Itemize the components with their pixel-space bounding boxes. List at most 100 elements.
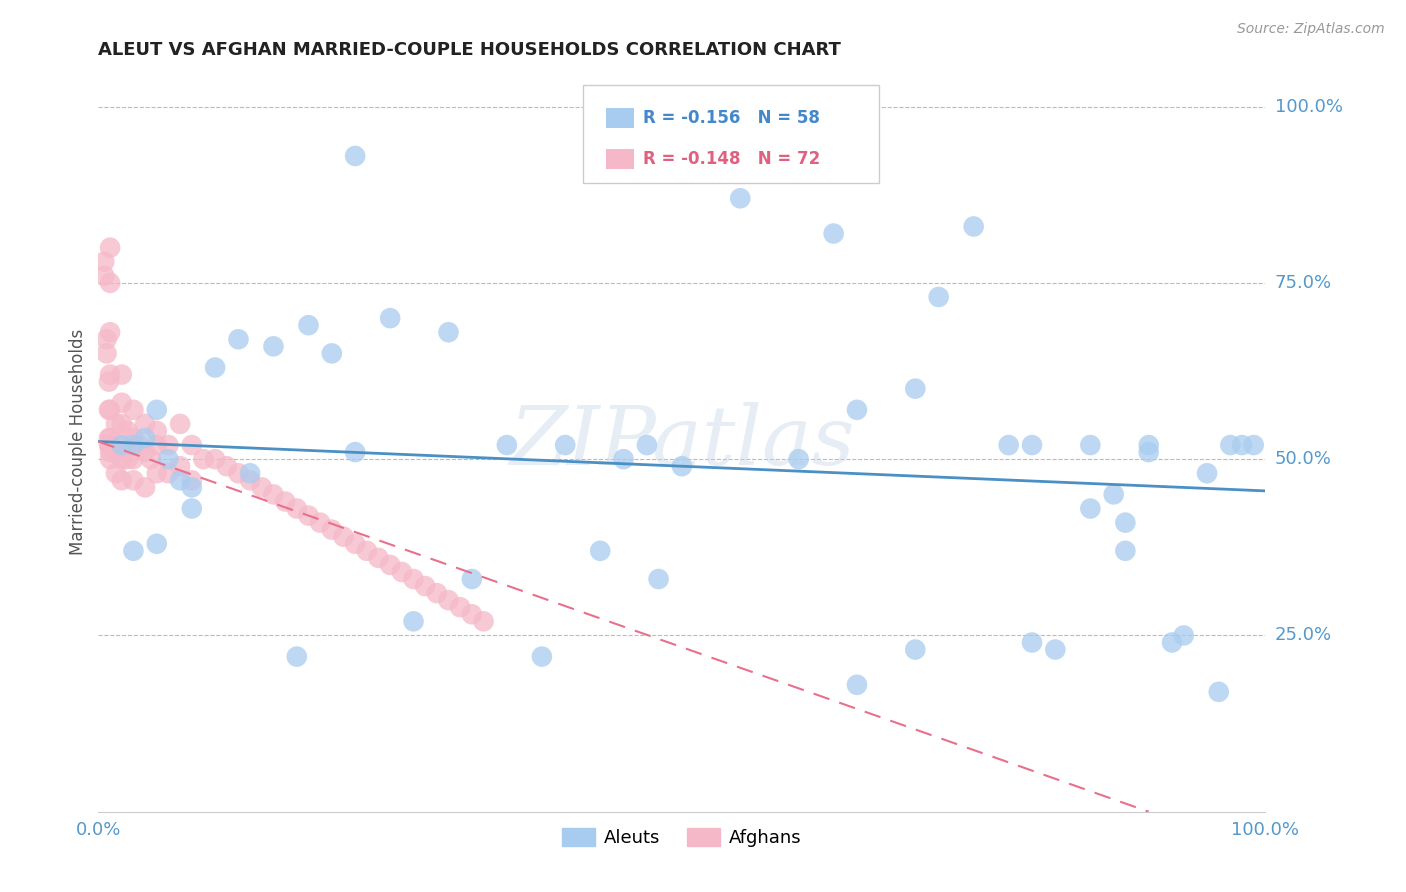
Point <box>134 417 156 431</box>
Point <box>1021 635 1043 649</box>
Point <box>589 544 612 558</box>
Point <box>98 438 121 452</box>
Point <box>169 459 191 474</box>
Point <box>93 268 115 283</box>
Point <box>134 445 156 459</box>
Point <box>461 572 484 586</box>
Point <box>180 501 202 516</box>
Point <box>1161 635 1184 649</box>
Point <box>122 544 145 558</box>
Point <box>193 452 215 467</box>
Y-axis label: Married-couple Households: Married-couple Households <box>69 328 87 555</box>
Point <box>1114 516 1136 530</box>
Point <box>122 431 145 445</box>
Point <box>157 452 180 467</box>
Point <box>146 424 169 438</box>
Point <box>472 615 495 629</box>
Point <box>380 311 402 326</box>
Point <box>250 480 273 494</box>
Point <box>122 452 145 467</box>
Point <box>613 452 636 467</box>
Point <box>309 516 332 530</box>
Point <box>1230 438 1253 452</box>
Point <box>180 438 202 452</box>
Point <box>204 452 226 467</box>
Point <box>904 382 927 396</box>
Point <box>262 339 284 353</box>
Point <box>134 480 156 494</box>
Point <box>1080 501 1102 516</box>
Point <box>239 473 262 487</box>
Point <box>134 431 156 445</box>
Point <box>98 325 121 339</box>
Point <box>98 445 121 459</box>
Point <box>962 219 984 234</box>
Point <box>111 417 134 431</box>
Point <box>98 431 121 445</box>
Point <box>98 241 121 255</box>
Point <box>111 452 134 467</box>
Point <box>117 452 139 467</box>
Point <box>437 593 460 607</box>
Point <box>530 649 553 664</box>
Point <box>846 678 869 692</box>
Point <box>1021 438 1043 452</box>
Point <box>111 368 134 382</box>
Point <box>97 402 120 417</box>
Point <box>97 375 120 389</box>
Text: 25.0%: 25.0% <box>1275 626 1331 644</box>
Text: ALEUT VS AFGHAN MARRIED-COUPLE HOUSEHOLDS CORRELATION CHART: ALEUT VS AFGHAN MARRIED-COUPLE HOUSEHOLD… <box>98 41 841 59</box>
Point <box>274 494 297 508</box>
Point <box>128 438 150 452</box>
Point <box>97 438 120 452</box>
Point <box>297 508 319 523</box>
Point <box>671 459 693 474</box>
Point <box>215 459 238 474</box>
Point <box>928 290 950 304</box>
Point <box>111 473 134 487</box>
Point <box>262 487 284 501</box>
Point <box>180 473 202 487</box>
Text: ZIPatlas: ZIPatlas <box>509 401 855 482</box>
Point <box>228 467 250 481</box>
Point <box>98 452 121 467</box>
Point <box>367 550 389 565</box>
Point <box>636 438 658 452</box>
Point <box>1137 445 1160 459</box>
Point <box>1195 467 1218 481</box>
Point <box>380 558 402 572</box>
Point <box>344 537 367 551</box>
Point <box>437 325 460 339</box>
Point <box>146 537 169 551</box>
Point <box>139 452 162 467</box>
Point <box>904 642 927 657</box>
Point <box>391 565 413 579</box>
Point <box>93 254 115 268</box>
Point <box>111 438 134 452</box>
Point <box>997 438 1019 452</box>
Point <box>321 523 343 537</box>
Point <box>1208 685 1230 699</box>
Point <box>104 417 127 431</box>
Point <box>496 438 519 452</box>
Point <box>96 346 118 360</box>
Point <box>228 332 250 346</box>
Point <box>402 615 425 629</box>
Point <box>98 368 121 382</box>
Point <box>356 544 378 558</box>
Point <box>111 438 134 452</box>
Point <box>647 572 669 586</box>
Point <box>146 438 169 452</box>
Point <box>1219 438 1241 452</box>
Point <box>1114 544 1136 558</box>
Point <box>98 402 121 417</box>
Text: Source: ZipAtlas.com: Source: ZipAtlas.com <box>1237 22 1385 37</box>
Point <box>285 501 308 516</box>
Point <box>344 149 367 163</box>
Point <box>98 438 121 452</box>
Point <box>96 332 118 346</box>
Point <box>449 600 471 615</box>
Point <box>104 467 127 481</box>
Point <box>169 417 191 431</box>
Point <box>332 530 354 544</box>
